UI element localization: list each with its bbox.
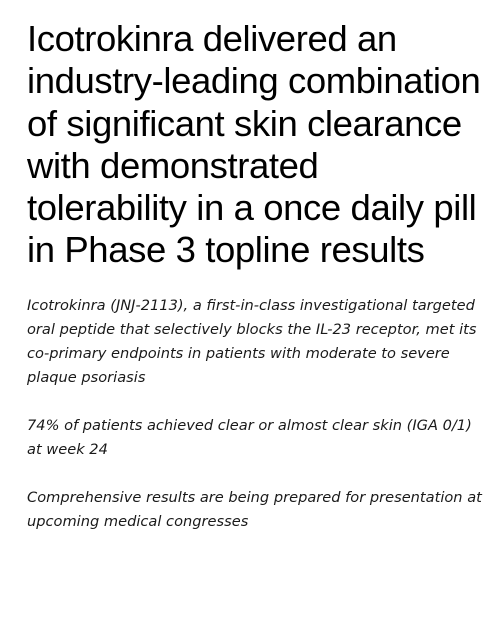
key-points: Icotrokinra (JNJ-2113), a first-in-class… bbox=[27, 294, 482, 534]
page-title: Icotrokinra delivered an industry-leadin… bbox=[27, 18, 481, 271]
key-point-efficacy: 74% of patients achieved clear or almost… bbox=[27, 416, 472, 458]
key-point-drug-description: Icotrokinra (JNJ-2113), a first-in-class… bbox=[27, 296, 477, 386]
press-release-article: Icotrokinra delivered an industry-leadin… bbox=[27, 18, 482, 534]
key-point-upcoming-presentation: Comprehensive results are being prepared… bbox=[27, 488, 482, 530]
